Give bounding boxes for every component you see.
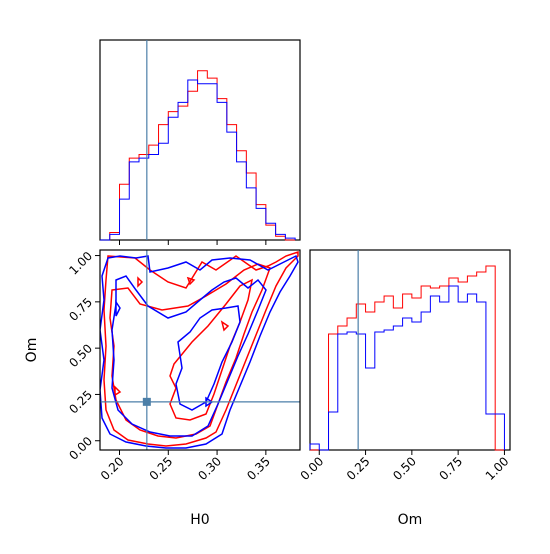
om-h0-frame [99,249,301,451]
om-red-histogram [310,265,505,451]
red-contour-island-3 [137,276,144,288]
red-contour-island-4 [114,385,122,397]
blue-contour-mid [111,275,267,437]
om-marginal-frame [309,249,511,451]
h0-marginal-frame [99,39,301,241]
blue-contour-outer [100,254,299,449]
h0-axis-label: H0 [190,512,209,528]
red-contour-island-1 [220,320,230,332]
h0-blue-histogram [100,79,296,241]
h0-marginal-panel [99,39,301,245]
om-axis-label-left: Om [24,338,40,363]
blue-contour-island-1 [115,299,121,317]
om-axis-label-bottom: Om [398,512,423,528]
red-contour-mid [109,263,271,439]
om-vs-h0-panel: 0.20 0.25 0.30 0.35 0.000.250.500.751.00 H0… [24,249,301,528]
red-contour-outer [103,250,299,447]
red-contour-island-2 [186,276,196,286]
om-blue-histogram [309,285,505,451]
om-h0-truth-marker [142,397,151,406]
blue-contour-inner [175,305,241,411]
